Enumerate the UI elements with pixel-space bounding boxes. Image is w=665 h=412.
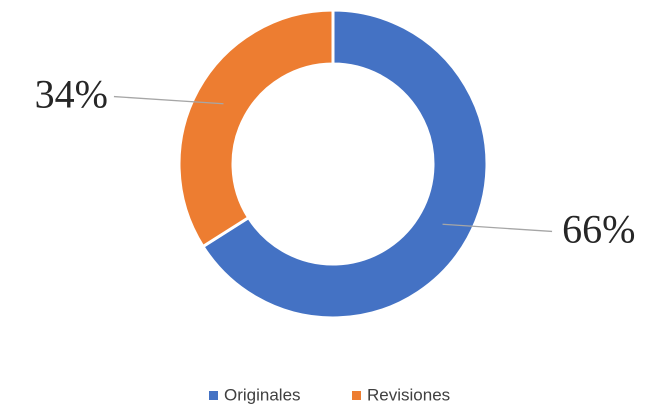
legend-label: Revisiones	[367, 385, 450, 404]
leader-line	[113, 95, 224, 105]
donut-segment	[200, 8, 489, 320]
legend-label: Originales	[224, 385, 301, 404]
legend-swatch	[209, 391, 218, 400]
legend-swatch	[352, 391, 361, 400]
data-label: 34%	[35, 72, 108, 117]
donut-segment	[177, 8, 335, 249]
data-label: 66%	[562, 207, 635, 252]
leader-line	[442, 223, 553, 233]
